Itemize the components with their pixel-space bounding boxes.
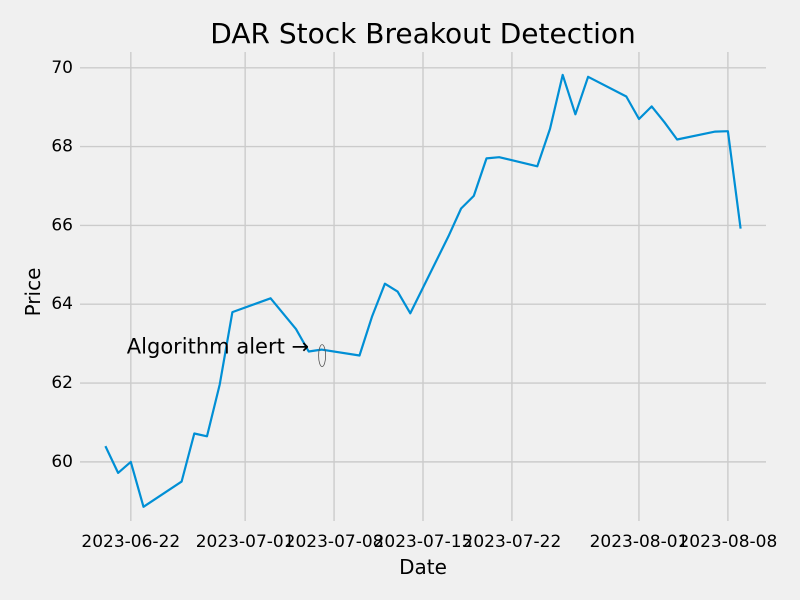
data-point (295, 328, 297, 330)
data-point (384, 283, 386, 285)
data-point (320, 348, 322, 350)
x-axis-label: Date (399, 555, 447, 579)
price-line (104, 73, 742, 508)
data-point (727, 130, 729, 132)
x-tick-label: 2023-08-01 (590, 532, 689, 552)
data-point (587, 76, 589, 78)
x-tick-label: 2023-06-22 (81, 532, 180, 552)
data-point (447, 235, 449, 237)
data-point (651, 105, 653, 107)
data-point (142, 506, 144, 508)
data-point (396, 290, 398, 292)
data-point (625, 95, 627, 97)
y-tick-label: 68 (51, 137, 73, 157)
data-point (358, 354, 360, 356)
y-tick-label: 66 (51, 215, 73, 235)
data-point (219, 383, 221, 385)
data-point (574, 113, 576, 115)
alert-marker (318, 344, 327, 368)
annotation-text: Algorithm alert → (127, 335, 309, 359)
data-point (231, 311, 233, 313)
y-tick-label: 60 (51, 452, 73, 472)
data-point (460, 207, 462, 209)
data-point (714, 130, 716, 132)
data-point (269, 297, 271, 299)
x-tick-label: 2023-07-08 (285, 532, 384, 552)
data-point (485, 157, 487, 159)
data-point (676, 138, 678, 140)
y-tick-label: 70 (51, 58, 73, 78)
x-tick-label: 2023-07-15 (374, 532, 473, 552)
y-axis-label: Price (21, 268, 45, 317)
y-tick-label: 64 (51, 294, 73, 314)
y-gridlines (80, 67, 766, 463)
data-point (104, 445, 106, 447)
data-point (739, 227, 741, 229)
data-point (206, 435, 208, 437)
data-point (663, 121, 665, 123)
data-point (638, 118, 640, 120)
data-point (130, 461, 132, 463)
x-tick-labels: 2023-06-22 2023-07-012023-07-082023-07-15… (81, 532, 777, 552)
y-tick-label: 62 (51, 373, 73, 393)
data-point (562, 74, 564, 76)
data-point (193, 432, 195, 434)
data-point (536, 165, 538, 167)
y-tick-labels: 60 62 64 66 68 70 (51, 58, 73, 472)
data-point (117, 472, 119, 474)
data-point (498, 156, 500, 158)
data-point (371, 315, 373, 317)
data-point (409, 312, 411, 314)
data-point (473, 195, 475, 197)
data-point (180, 480, 182, 482)
chart-title: DAR Stock Breakout Detection (210, 17, 635, 50)
x-tick-label: 2023-07-22 (463, 532, 562, 552)
x-tick-label: 2023-07-01 (196, 532, 295, 552)
x-tick-label: 2023-08-08 (678, 532, 777, 552)
data-point (549, 128, 551, 130)
